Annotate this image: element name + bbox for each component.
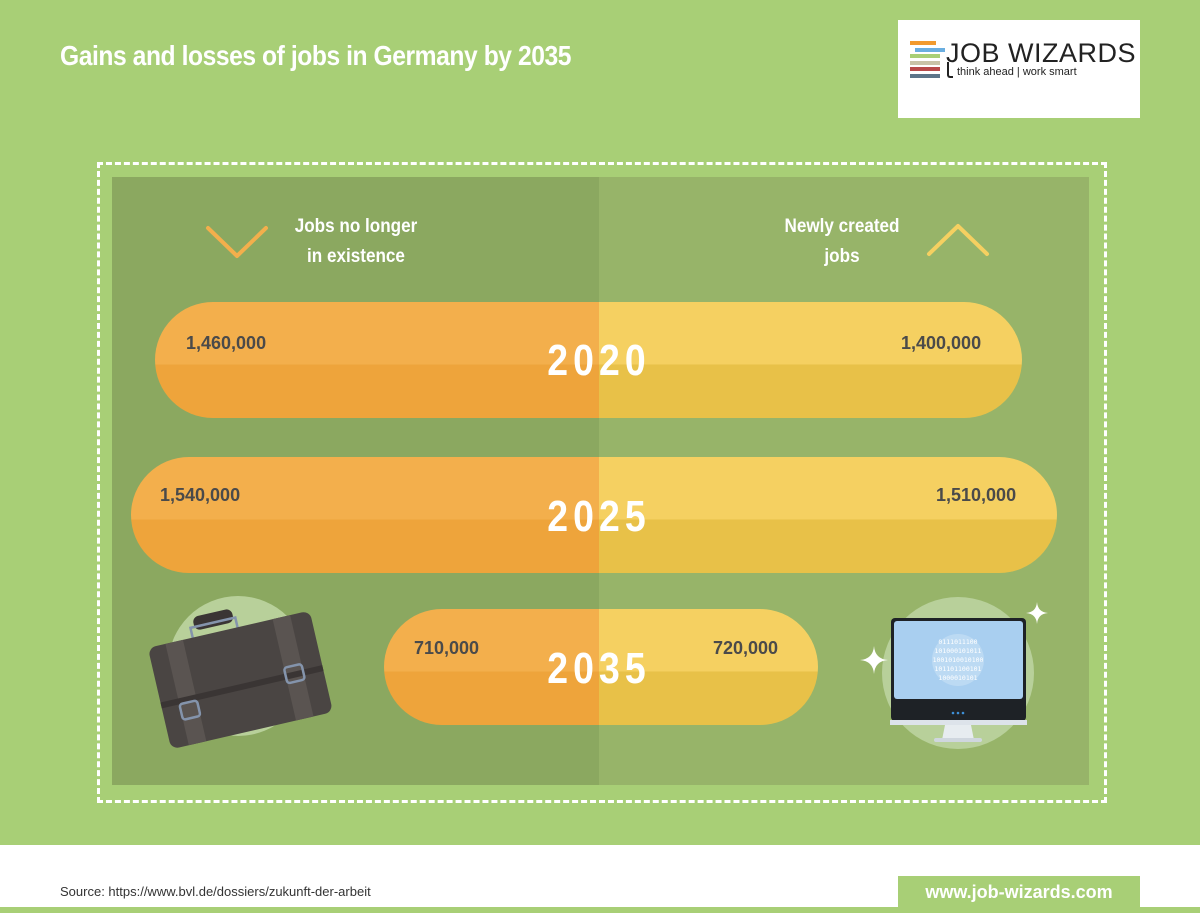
value-lost-2025: 1,540,000 (160, 485, 241, 505)
svg-text:1001010010100: 1001010010100 (933, 656, 984, 664)
value-created-2035: 720,000 (713, 638, 779, 658)
value-created-2025: 1,510,000 (936, 485, 1017, 505)
computer-monitor-icon: 0111011100 101000101011 1001010010100 10… (890, 618, 1027, 742)
chevron-up-icon (927, 224, 989, 256)
bar-lost-2020 (155, 302, 599, 418)
website-link[interactable]: www.job-wizards.com (898, 876, 1140, 909)
value-lost-2020: 1,460,000 (186, 333, 267, 353)
job-wizards-logo: JOB WIZARDS think ahead | work smart (898, 20, 1140, 118)
bar-row-2025 (131, 457, 1057, 573)
svg-text:0111011100: 0111011100 (938, 638, 977, 646)
legend-gains: Newly created jobs (784, 216, 900, 267)
year-label-2035: 2035 (547, 644, 651, 693)
bar-created-2025 (599, 457, 1057, 573)
logo-j-tail (947, 62, 953, 78)
svg-text:101000101011: 101000101011 (935, 647, 982, 655)
bar-lost-2035 (384, 609, 599, 725)
value-lost-2035: 710,000 (414, 638, 480, 658)
sparkle-icon (860, 646, 888, 674)
logo-tagline: think ahead | work smart (957, 66, 1077, 78)
sparkle-icon (1026, 602, 1048, 624)
year-label-2025: 2025 (547, 492, 651, 541)
svg-text:101101100101: 101101100101 (935, 665, 982, 673)
dashed-frame (97, 162, 1107, 803)
page-title: Gains and losses of jobs in Germany by 2… (60, 40, 572, 71)
bar-created-2020 (599, 302, 1022, 418)
value-created-2020: 1,400,000 (901, 333, 982, 353)
source-citation: Source: https://www.bvl.de/dossiers/zuku… (60, 884, 371, 899)
logo-bars-icon (910, 41, 945, 80)
briefcase-icon (149, 609, 332, 748)
logo-brand: JOB WIZARDS (946, 38, 1137, 68)
chevron-down-icon (206, 226, 268, 258)
svg-text:1000010101: 1000010101 (938, 674, 977, 682)
bar-row-2035 (384, 609, 818, 725)
year-label-2020: 2020 (547, 336, 651, 385)
bar-created-2035 (599, 609, 818, 725)
bottom-bar (0, 907, 1200, 913)
bar-row-2020 (155, 302, 1022, 418)
legend-losses: Jobs no longer in existence (294, 216, 418, 267)
bar-lost-2025 (131, 457, 599, 573)
